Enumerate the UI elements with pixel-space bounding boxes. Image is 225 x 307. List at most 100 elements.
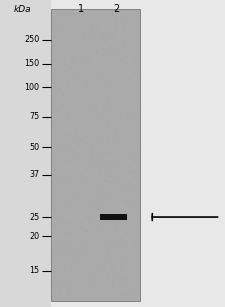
Point <box>134 29 137 34</box>
Point <box>86 54 90 59</box>
Point <box>60 249 64 254</box>
Point <box>73 195 77 200</box>
Point <box>81 62 85 67</box>
Point <box>94 22 98 27</box>
Point <box>97 130 101 135</box>
Point <box>89 14 92 19</box>
Point <box>108 212 112 216</box>
Point <box>117 145 120 150</box>
Point <box>126 272 130 277</box>
Point <box>65 200 69 205</box>
Point <box>138 240 141 245</box>
Point <box>92 286 95 290</box>
Point <box>87 225 90 230</box>
Point <box>52 71 56 76</box>
Point <box>120 186 124 191</box>
Point <box>58 187 61 192</box>
Point <box>74 255 77 260</box>
Point <box>97 140 100 145</box>
Point <box>78 89 81 94</box>
Point <box>59 199 63 204</box>
Point <box>132 158 136 163</box>
Point <box>63 189 67 194</box>
Point <box>84 127 88 132</box>
Point <box>118 119 122 123</box>
Point <box>123 182 127 187</box>
Point <box>50 229 53 234</box>
Point <box>104 229 107 234</box>
Point <box>92 97 95 102</box>
Point <box>80 250 83 255</box>
Point <box>51 202 55 207</box>
Point <box>65 109 69 114</box>
Point <box>82 198 86 203</box>
Point <box>108 250 111 255</box>
Point <box>59 280 63 285</box>
Point <box>81 58 84 63</box>
Point <box>52 141 55 146</box>
Point <box>102 108 106 113</box>
Point <box>99 45 103 50</box>
Point <box>109 52 112 57</box>
Point <box>89 272 92 277</box>
Point <box>122 119 126 123</box>
Point <box>72 284 75 289</box>
Point <box>73 53 77 58</box>
Point <box>104 230 108 235</box>
Point <box>112 267 115 272</box>
Point <box>83 208 87 212</box>
Point <box>104 173 107 177</box>
Point <box>58 56 61 61</box>
Point <box>131 284 135 289</box>
Point <box>81 224 84 229</box>
Point <box>114 30 117 35</box>
Point <box>56 217 60 222</box>
Point <box>89 199 92 204</box>
Point <box>55 142 58 146</box>
Point <box>109 126 112 130</box>
Point <box>106 63 110 68</box>
Point <box>95 185 99 190</box>
Point <box>65 240 68 245</box>
Point <box>102 267 105 272</box>
Point <box>118 154 122 159</box>
Point <box>111 233 114 238</box>
Point <box>78 229 82 234</box>
Point <box>114 225 118 230</box>
Point <box>124 205 128 210</box>
Point <box>108 114 111 119</box>
Point <box>50 42 53 47</box>
Point <box>102 100 106 105</box>
Point <box>90 151 94 156</box>
Point <box>65 240 69 245</box>
Point <box>109 259 112 264</box>
Point <box>107 283 110 288</box>
Point <box>79 96 82 101</box>
Point <box>51 75 55 80</box>
Point <box>126 116 130 121</box>
Point <box>137 81 140 86</box>
Point <box>131 60 134 64</box>
Point <box>110 45 113 50</box>
Point <box>72 275 76 280</box>
Point <box>53 113 57 118</box>
Point <box>122 34 125 39</box>
Point <box>133 274 137 279</box>
Point <box>80 19 84 24</box>
Point <box>79 54 82 59</box>
Point <box>124 200 128 205</box>
Point <box>130 266 133 271</box>
Point <box>116 284 119 289</box>
Point <box>105 180 109 185</box>
Point <box>69 67 73 72</box>
Point <box>90 157 93 161</box>
Point <box>62 157 66 162</box>
Point <box>64 230 68 235</box>
Point <box>97 63 100 68</box>
Point <box>72 62 76 67</box>
Point <box>111 34 114 39</box>
Point <box>112 179 116 184</box>
Point <box>115 188 118 193</box>
Point <box>70 247 74 252</box>
Point <box>93 271 97 276</box>
